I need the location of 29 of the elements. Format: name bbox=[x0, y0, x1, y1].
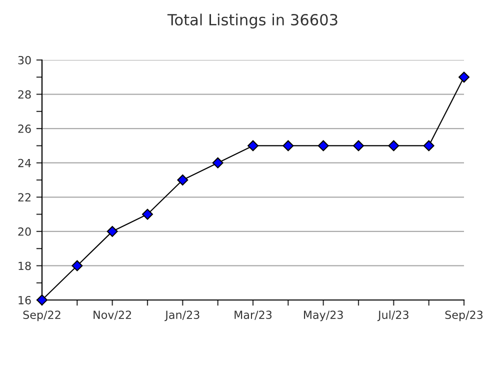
x-tick-label: Sep/23 bbox=[445, 310, 483, 322]
y-tick-label: 28 bbox=[18, 90, 31, 99]
y-tick-label: 18 bbox=[18, 262, 31, 270]
point bbox=[318, 140, 329, 152]
y-tick-label: 22 bbox=[18, 193, 30, 202]
point bbox=[458, 72, 470, 83]
x-tick-label: May/23 bbox=[304, 310, 343, 322]
point bbox=[106, 226, 118, 237]
y-tick-label: 24 bbox=[18, 158, 31, 168]
y-tick-label: 26 bbox=[18, 124, 31, 133]
point bbox=[388, 140, 400, 152]
y-tick-label: 30 bbox=[18, 56, 31, 64]
point bbox=[353, 140, 364, 152]
x-tick-label: Jan/23 bbox=[164, 310, 200, 322]
x-tick-label: Jul/23 bbox=[377, 310, 408, 322]
point bbox=[282, 140, 294, 152]
x-tick-label: Sep/22 bbox=[23, 310, 60, 322]
point bbox=[248, 140, 258, 152]
point bbox=[36, 294, 48, 306]
point bbox=[212, 157, 224, 168]
y-tick-label: 16 bbox=[18, 296, 31, 304]
point bbox=[142, 208, 153, 220]
point bbox=[72, 260, 83, 272]
point bbox=[177, 174, 188, 186]
x-tick-label: Nov/22 bbox=[94, 310, 132, 320]
x-tick-label: Mar/23 bbox=[234, 310, 272, 320]
chart-title: Total Listings in 36603 bbox=[167, 14, 338, 28]
point bbox=[423, 140, 434, 152]
y-tick-label: 20 bbox=[18, 227, 31, 236]
